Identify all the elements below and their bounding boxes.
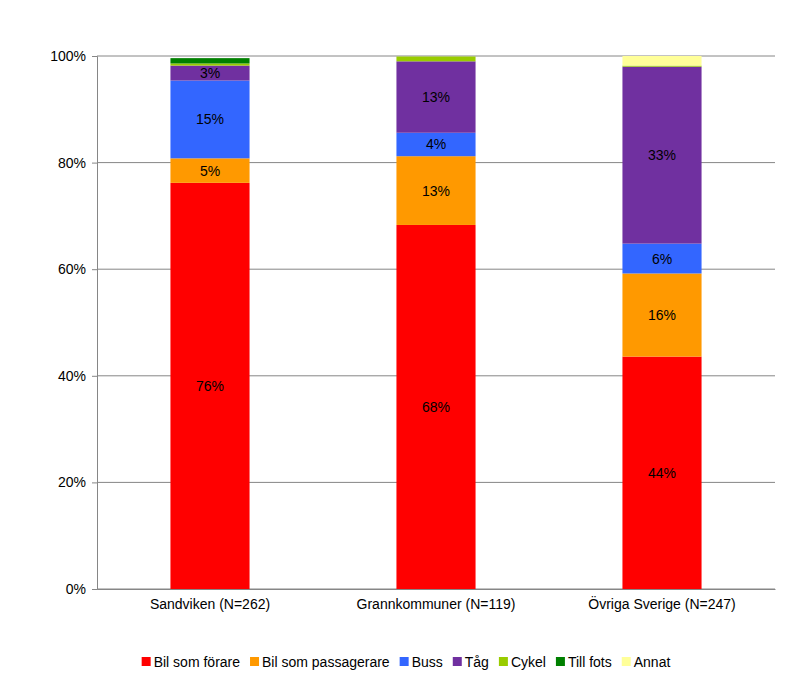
x-tick: Grannkommuner (N=119) [357, 589, 516, 612]
bar-segment [396, 56, 475, 57]
x-tick-label: Övriga Sverige (N=247) [588, 595, 735, 612]
data-label: 5% [200, 163, 220, 179]
legend-item: Buss [400, 654, 443, 670]
bar-segment [396, 225, 475, 589]
x-tick: Övriga Sverige (N=247) [588, 589, 735, 612]
y-tick-label: 100% [50, 48, 86, 64]
legend-swatch [499, 657, 508, 666]
y-tick-mark [92, 482, 97, 483]
legend-item: Bil som passagerare [250, 654, 390, 670]
y-tick-mark [92, 589, 97, 590]
x-axis: Sandviken (N=262) Grannkommuner (N=119) Öv… [98, 589, 776, 612]
y-tick-label: 80% [58, 155, 86, 171]
bar-segment [622, 357, 701, 589]
data-label: 76% [196, 378, 224, 394]
data-labels: 76% 68% 44% 5% 13% 16% 15% 4% 6% 3% 13% 33% [196, 65, 676, 481]
legend-label: Till fots [568, 654, 612, 670]
bars [170, 56, 701, 589]
bar-segment [622, 66, 701, 67]
bar-segment [170, 183, 249, 589]
y-tick-label: 0% [66, 581, 86, 597]
data-label: 4% [426, 136, 446, 152]
legend-swatch [142, 657, 151, 666]
legend-label: Bil som passagerare [262, 654, 390, 670]
legend-swatch [556, 657, 565, 666]
bar-segment [622, 244, 701, 274]
bar-segment [396, 57, 475, 62]
bar-segment [170, 158, 249, 183]
grid [97, 56, 775, 589]
bar-segment [396, 61, 475, 132]
x-tick-label: Sandviken (N=262) [150, 596, 270, 612]
data-label: 6% [652, 251, 672, 267]
data-label: 16% [648, 307, 676, 323]
y-tick: 60% [58, 261, 97, 277]
legend-label: Annat [634, 654, 671, 670]
y-axis-line [92, 57, 98, 590]
legend-item: Annat [622, 654, 671, 670]
data-label: 44% [648, 465, 676, 481]
bar-segment [396, 156, 475, 225]
legend-item: Cykel [499, 654, 546, 670]
y-tick-label: 20% [58, 474, 86, 490]
y-axis: 0% 20% 40% 60% 80% 100% [50, 48, 97, 597]
y-tick-mark [92, 56, 97, 57]
data-label: 68% [422, 399, 450, 415]
x-axis-line [98, 589, 776, 590]
data-label: 15% [196, 111, 224, 127]
legend-swatch [400, 657, 409, 666]
legend-swatch [453, 657, 462, 666]
y-tick: 0% [66, 581, 97, 597]
y-tick-mark [92, 269, 97, 270]
bar-segment [622, 273, 701, 356]
legend: Bil som förare Bil som passagerare Buss Tåg… [142, 654, 671, 670]
x-tick: Sandviken (N=262) [150, 589, 270, 612]
legend-swatch [250, 657, 259, 666]
legend-swatch [622, 657, 631, 666]
legend-item: Tåg [453, 654, 489, 670]
bar-segment [622, 56, 701, 66]
bar-segment [396, 133, 475, 156]
legend-item: Till fots [556, 654, 612, 670]
bar-segment [170, 58, 249, 63]
bar-segment [170, 66, 249, 81]
data-label: 13% [422, 183, 450, 199]
y-tick: 80% [58, 155, 97, 171]
data-label: 33% [648, 147, 676, 163]
y-tick-mark [92, 376, 97, 377]
y-tick-label: 40% [58, 368, 86, 384]
y-tick: 100% [50, 48, 97, 64]
data-label: 13% [422, 89, 450, 105]
legend-item: Bil som förare [142, 654, 241, 670]
y-tick: 20% [58, 474, 97, 490]
legend-label: Cykel [511, 654, 546, 670]
bar-segment [396, 56, 475, 57]
bar-segment [170, 58, 249, 59]
y-tick: 40% [58, 368, 97, 384]
bar-segment [170, 81, 249, 159]
legend-label: Buss [412, 654, 443, 670]
legend-label: Tåg [465, 654, 489, 670]
x-tick-label: Grannkommuner (N=119) [357, 596, 516, 612]
chart: 0% 20% 40% 60% 80% 100% Sandviken (N=262) Grann… [0, 0, 812, 695]
y-tick-mark [92, 163, 97, 164]
legend-label: Bil som förare [154, 654, 241, 670]
y-tick-label: 60% [58, 261, 86, 277]
data-label: 3% [200, 65, 220, 81]
bar-segment [622, 67, 701, 244]
